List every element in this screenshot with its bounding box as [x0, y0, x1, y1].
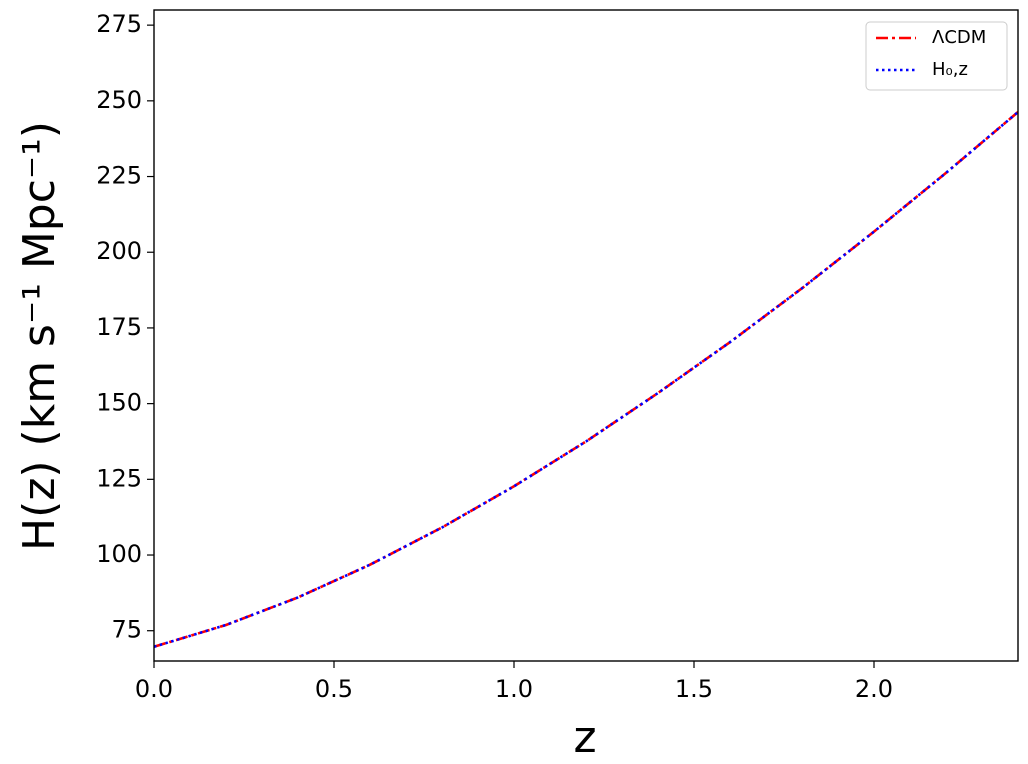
- x-tick-label: 1.0: [495, 675, 533, 703]
- y-tick-label: 250: [96, 86, 142, 114]
- y-tick-label: 125: [96, 464, 142, 492]
- plot-frame: [153, 9, 1019, 662]
- y-axis-label: H(z) (km s⁻¹ Mpc⁻¹): [14, 121, 65, 551]
- y-tick-label: 150: [96, 389, 142, 417]
- legend-label: H₀,z: [932, 59, 968, 80]
- x-tick-label: 2.0: [855, 675, 893, 703]
- series-line: [154, 111, 1018, 649]
- y-tick-label: 100: [96, 540, 142, 568]
- x-axis-label: z: [573, 712, 596, 763]
- legend-label: ΛCDM: [932, 27, 986, 48]
- x-tick-label: 0.5: [315, 675, 353, 703]
- y-tick-label: 200: [96, 237, 142, 265]
- y-tick-label: 75: [111, 616, 142, 644]
- x-tick-label: 1.5: [675, 675, 713, 703]
- y-tick-label: 175: [96, 313, 142, 341]
- y-tick-label: 225: [96, 162, 142, 190]
- series-line: [154, 111, 1018, 649]
- x-tick-label: 0.0: [135, 675, 173, 703]
- y-tick-label: 275: [96, 10, 142, 38]
